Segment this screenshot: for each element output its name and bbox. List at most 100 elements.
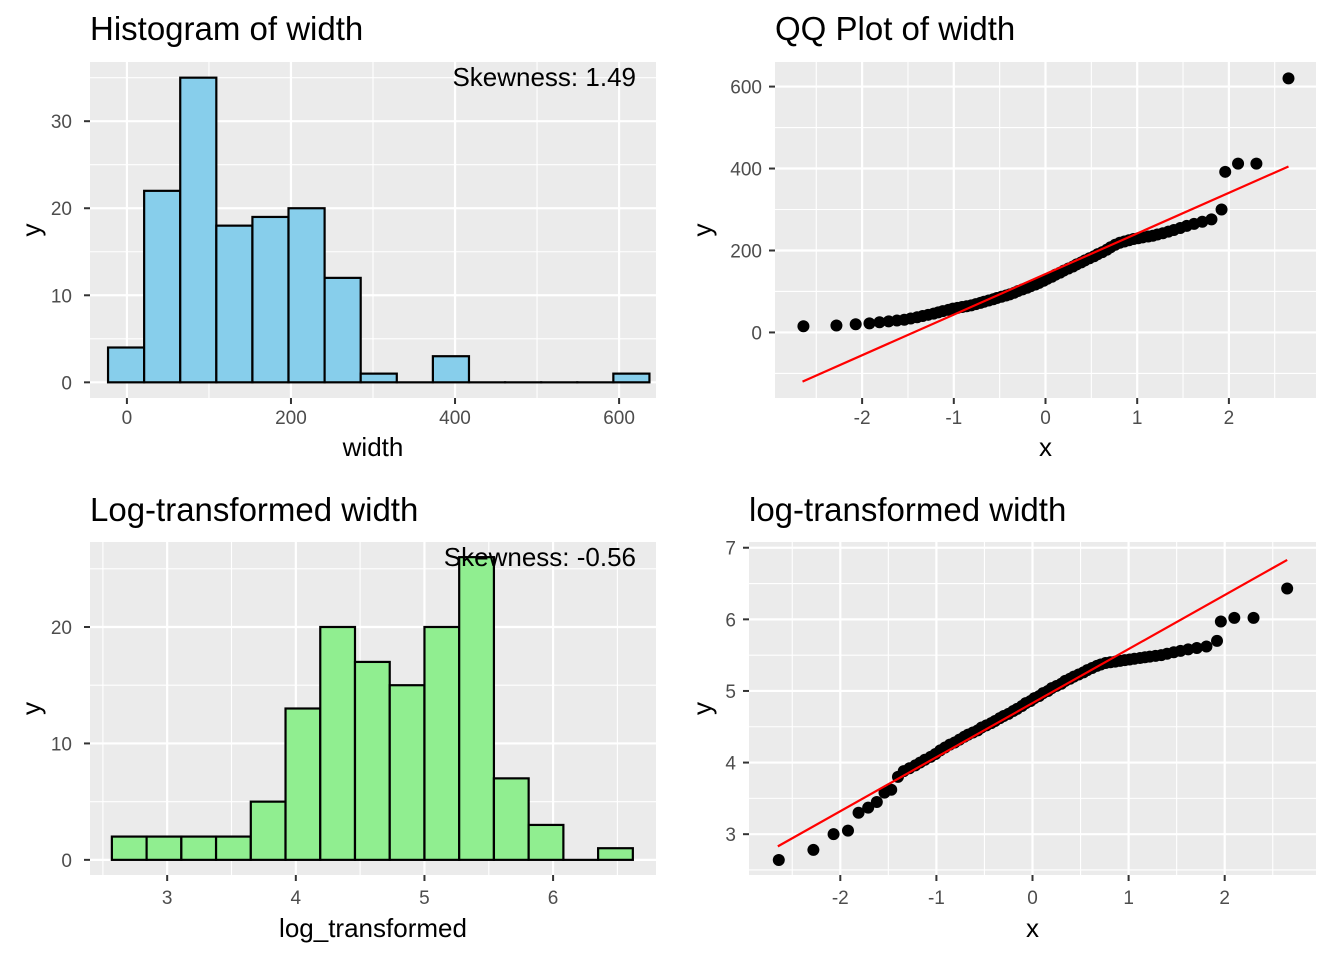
x-tick-label: 4: [291, 888, 302, 909]
histogram-bar: [215, 224, 254, 384]
x-axis-title: x: [1026, 913, 1039, 943]
x-tick-label: 0: [1040, 408, 1051, 429]
x-axis-title: x: [1039, 432, 1052, 462]
y-tick-label: 400: [730, 160, 762, 181]
qq-point: [1196, 215, 1209, 228]
x-tick-label: 0: [1027, 888, 1038, 909]
qq-point: [1281, 582, 1294, 595]
qq-width-panel: -2 -1 0 1 2 0 200 400 600 QQ Plot of width x y: [687, 10, 1316, 462]
y-axis-title: y: [16, 224, 46, 237]
histogram-bar: [431, 355, 471, 384]
qq-point: [1232, 157, 1245, 170]
x-tick-label: -2: [854, 408, 871, 429]
qq-point: [807, 843, 820, 856]
x-tick-label: 600: [603, 408, 635, 429]
histogram-bar: [612, 372, 651, 384]
x-tick-label: 6: [548, 888, 559, 909]
y-tick-label: 10: [51, 734, 72, 755]
y-tick-label: 20: [51, 199, 72, 220]
y-tick-label: 5: [725, 682, 736, 703]
histogram-bar: [597, 847, 634, 861]
x-tick-label: -1: [945, 408, 962, 429]
qq-point: [1219, 165, 1232, 178]
histogram-bar: [323, 276, 362, 384]
histogram-bar: [249, 800, 287, 861]
qq-point: [1211, 634, 1224, 647]
histogram-bar: [359, 372, 398, 384]
qq-point: [885, 783, 898, 796]
qq-point: [1214, 615, 1227, 628]
histogram-bar: [106, 346, 146, 384]
y-tick-label: 10: [51, 286, 72, 307]
x-tick-label: 2: [1219, 888, 1230, 909]
qq-point: [1250, 157, 1263, 170]
qq-point: [1215, 203, 1228, 216]
y-tick-label: 20: [51, 618, 72, 639]
chart-title: Histogram of width: [90, 10, 363, 47]
qq-point: [1247, 611, 1260, 624]
qq-point: [797, 320, 810, 333]
qq-point: [772, 853, 785, 866]
x-tick-label: -1: [928, 888, 945, 909]
x-tick-label: 400: [439, 408, 471, 429]
chart-title: Log-transformed width: [90, 491, 418, 528]
y-tick-label: 0: [751, 323, 762, 344]
histogram-bar: [492, 777, 530, 861]
qq-point: [873, 316, 886, 329]
skewness-annotation: Skewness: -0.56: [444, 542, 636, 572]
hist-width-panel: 0 200 400 600 0 10 20 30 Histogram of width width…: [16, 10, 656, 462]
histogram-bar: [251, 215, 290, 384]
x-tick-label: 2: [1224, 408, 1235, 429]
qq-point: [1282, 72, 1295, 85]
histogram-bar: [287, 207, 326, 384]
histogram-bar: [458, 556, 496, 861]
y-tick-label: 6: [725, 610, 736, 631]
histogram-bar: [423, 625, 461, 861]
qq-point: [841, 824, 854, 837]
qq-point: [1190, 641, 1203, 654]
y-tick-label: 600: [730, 78, 762, 99]
histogram-bar: [214, 835, 252, 861]
hist-log-panel: 3 4 5 6 0 10 20 Log-transformed width log_transf…: [16, 491, 656, 943]
qq-point: [1205, 213, 1218, 226]
y-tick-label: 7: [725, 539, 736, 560]
x-tick-label: 1: [1132, 408, 1143, 429]
qq-point: [870, 795, 883, 808]
histogram-bar: [110, 835, 148, 861]
histogram-bar: [388, 684, 426, 861]
qq-point: [1228, 611, 1241, 624]
x-tick-label: -2: [832, 888, 849, 909]
qq-point: [863, 317, 876, 330]
y-axis-title: y: [16, 702, 46, 715]
x-tick-label: 5: [419, 888, 430, 909]
y-tick-label: 4: [725, 754, 736, 775]
histogram-bar: [143, 189, 182, 384]
x-tick-label: 0: [122, 408, 133, 429]
x-axis-title: width: [342, 432, 404, 462]
y-tick-label: 30: [51, 112, 72, 133]
y-tick-label: 3: [725, 825, 736, 846]
x-tick-label: 200: [275, 408, 307, 429]
qq-point: [852, 806, 865, 819]
qq-point: [830, 319, 843, 332]
y-axis-title: y: [687, 702, 717, 715]
y-tick-label: 0: [61, 851, 72, 872]
skewness-annotation: Skewness: 1.49: [452, 62, 636, 92]
x-tick-label: 3: [162, 888, 173, 909]
qq-point: [1200, 640, 1213, 653]
qq-reference-line: [777, 558, 1288, 848]
histogram-bar: [179, 76, 218, 384]
histogram-bar: [145, 835, 183, 861]
chart-title: log-transformed width: [749, 491, 1066, 528]
qq-log-panel: -2 -1 0 1 2 3 4 5 6 7 log-transformed width x y: [687, 491, 1316, 943]
qq-reference-line: [802, 165, 1289, 383]
y-tick-label: 0: [61, 373, 72, 394]
histogram-bar: [527, 823, 565, 861]
histogram-bar: [353, 660, 391, 861]
x-tick-label: 1: [1123, 888, 1134, 909]
qq-point: [827, 828, 840, 841]
y-axis-title: y: [687, 224, 717, 237]
x-axis-title: log_transformed: [279, 913, 467, 943]
